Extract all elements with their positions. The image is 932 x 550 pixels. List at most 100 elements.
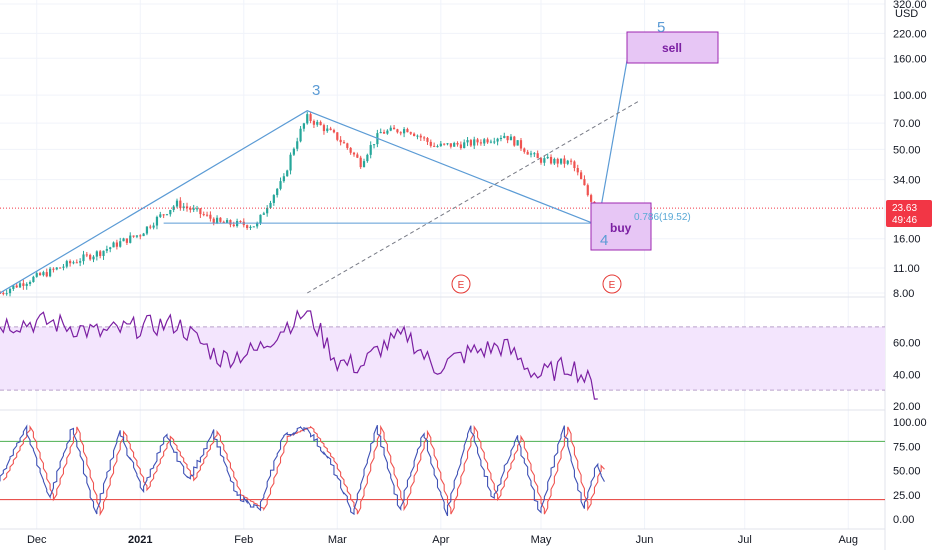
candle-body (32, 276, 35, 283)
candle-body (18, 283, 22, 288)
candle-body (296, 141, 299, 149)
candle-body (115, 242, 118, 247)
candle-body (406, 129, 409, 133)
price-tick-label: 160.00 (893, 53, 927, 65)
candle-body (349, 147, 352, 153)
price-axis[interactable]: 320.00 220.00 160.00 100.00 70.00 50.00 34.00 1… (893, 0, 927, 300)
candle-body (276, 188, 279, 196)
candle-body (579, 172, 583, 180)
currency-label: USD (895, 8, 918, 20)
candle-body (483, 139, 486, 144)
candle-body (322, 125, 326, 132)
candle-body (52, 268, 55, 270)
candle-body (149, 226, 152, 228)
candle-body (12, 285, 15, 289)
candle-body (366, 154, 369, 162)
candle-body (45, 272, 48, 277)
candle-body (569, 160, 573, 162)
candle-body (152, 225, 155, 228)
candle-body (142, 233, 145, 237)
candle-body (359, 157, 362, 168)
sell-box[interactable] (626, 31, 719, 64)
candle-body (35, 273, 38, 277)
candle-body (362, 161, 366, 168)
candle-body (292, 148, 295, 155)
stoch-tick-label: 25.00 (893, 490, 921, 502)
candle-body (215, 217, 219, 224)
candle-body (192, 208, 195, 210)
stoch-tick-label: 75.00 (893, 441, 921, 453)
stoch-axis[interactable]: 100.00 75.00 50.00 25.00 0.00 (893, 417, 927, 526)
candle-body (155, 216, 159, 226)
candle-body (423, 137, 426, 139)
candlestick-series (0, 111, 599, 297)
candle-body (212, 218, 215, 224)
candle-body (105, 249, 108, 251)
candle-body (396, 129, 399, 133)
stoch-k-line (0, 424, 605, 517)
candle-body (99, 251, 102, 256)
earnings-label-1: E (458, 280, 465, 291)
candle-body (369, 145, 372, 155)
elliott-wave-line[interactable] (0, 36, 632, 294)
candle-body (419, 135, 422, 138)
candle-body (566, 160, 569, 164)
candle-body (456, 142, 459, 145)
candle-body (429, 141, 432, 146)
candle-body (299, 128, 302, 142)
candle-body (179, 200, 182, 209)
candle-body (42, 272, 45, 276)
candle-body (269, 202, 272, 208)
candle-body (446, 143, 449, 145)
candle-body (476, 139, 479, 143)
candle-body (379, 132, 382, 134)
candle-body (573, 161, 576, 169)
rsi-tick-label: 20.00 (893, 401, 921, 413)
candle-body (55, 267, 58, 270)
candle-body (125, 238, 129, 243)
candle-body (92, 256, 95, 260)
grid (0, 0, 885, 529)
trend-projection-line[interactable] (306, 101, 639, 294)
candle-body (463, 142, 466, 149)
wave-label-5: 5 (657, 19, 665, 36)
candle-body (306, 114, 309, 124)
candle-body (89, 254, 92, 260)
candle-body (289, 154, 292, 171)
candle-body (195, 208, 199, 210)
candle-body (356, 154, 359, 158)
earnings-marker-2[interactable]: E (602, 274, 622, 294)
time-axis[interactable]: Dec 2021 Feb Mar Apr May Jun Jul Aug (27, 534, 858, 546)
candle-body (222, 221, 225, 224)
buy-box[interactable] (590, 202, 652, 251)
price-tick-label: 8.00 (893, 288, 914, 300)
rsi-axis[interactable]: 60.00 40.00 20.00 (893, 338, 921, 413)
rsi-tick-label: 40.00 (893, 369, 921, 381)
candle-body (332, 130, 336, 133)
candle-body (219, 217, 222, 222)
candle-body (229, 220, 232, 225)
fib-label: 0.786(19.52) (634, 212, 691, 223)
candle-body (38, 273, 42, 276)
candle-body (443, 143, 446, 145)
earnings-label-2: E (609, 280, 616, 291)
candle-body (109, 247, 112, 250)
candle-body (426, 137, 429, 142)
last-price-tag (886, 200, 932, 227)
candle-body (129, 235, 132, 243)
candle-body (519, 140, 523, 149)
candle-body (402, 129, 406, 134)
time-tick-label: 2021 (128, 534, 152, 546)
candle-body (439, 143, 442, 147)
candle-body (72, 262, 75, 264)
candle-body (583, 179, 586, 186)
candle-body (346, 143, 349, 148)
candle-body (75, 262, 78, 264)
candle-body (249, 226, 252, 228)
candle-body (48, 268, 52, 277)
candle-body (28, 282, 32, 284)
earnings-marker-1[interactable]: E (451, 274, 471, 294)
candle-body (563, 158, 566, 164)
candle-body (0, 293, 2, 294)
